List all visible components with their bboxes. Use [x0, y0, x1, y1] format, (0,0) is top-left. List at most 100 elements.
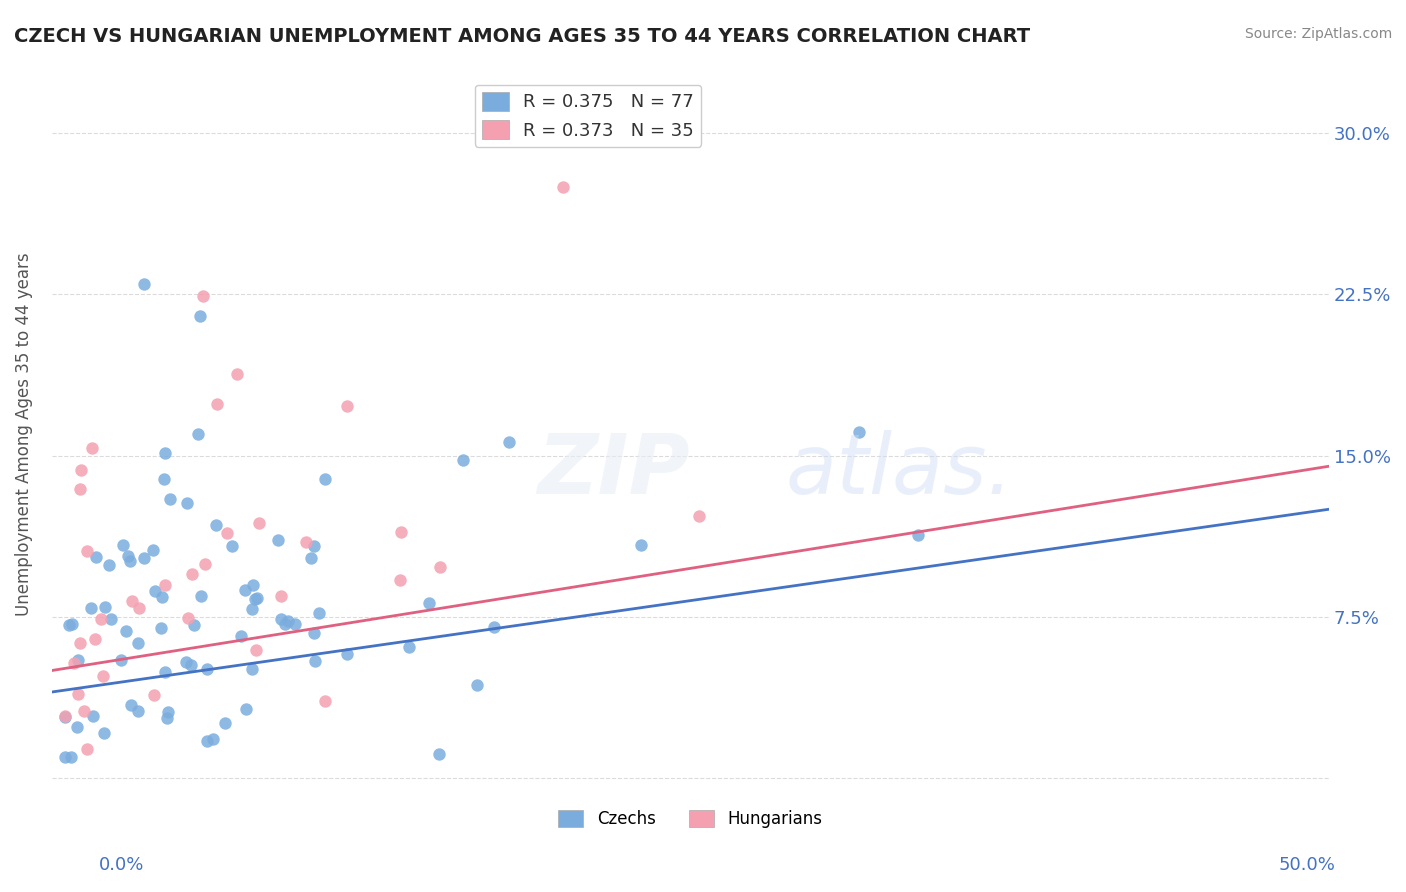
Point: [110, 653, 132, 667]
Point: [150, 590, 173, 604]
Point: [335, 647, 357, 661]
Point: [82, 708, 104, 723]
Point: [418, 596, 440, 610]
Point: [188, 309, 211, 323]
Point: [53, 709, 76, 723]
Point: [195, 662, 218, 676]
Point: [53, 749, 76, 764]
Point: [498, 435, 520, 450]
Text: CZECH VS HUNGARIAN UNEMPLOYMENT AMONG AGES 35 TO 44 YEARS CORRELATION CHART: CZECH VS HUNGARIAN UNEMPLOYMENT AMONG AG…: [14, 27, 1031, 45]
Point: [467, 678, 489, 692]
Point: [72, 704, 94, 718]
Point: [191, 289, 214, 303]
Point: [100, 612, 122, 626]
Point: [277, 615, 299, 629]
Point: [484, 620, 506, 634]
Point: [194, 557, 217, 571]
Point: [389, 525, 412, 540]
Point: [304, 539, 326, 553]
Point: [66, 653, 89, 667]
Point: [214, 715, 236, 730]
Point: [221, 539, 243, 553]
Point: [69, 463, 91, 477]
Point: [127, 635, 149, 649]
Point: [630, 538, 652, 552]
Point: [551, 179, 574, 194]
Point: [235, 701, 257, 715]
Point: [145, 583, 167, 598]
Legend: Czechs, Hungarians: Czechs, Hungarians: [551, 804, 830, 835]
Point: [336, 399, 359, 413]
Point: [76, 741, 98, 756]
Point: [274, 616, 297, 631]
Point: [907, 528, 929, 542]
Point: [226, 367, 249, 381]
Point: [295, 535, 318, 549]
Text: 0.0%: 0.0%: [98, 856, 143, 874]
Point: [195, 734, 218, 748]
Point: [242, 578, 264, 592]
Point: [156, 711, 179, 725]
Point: [97, 558, 120, 572]
Point: [207, 397, 229, 411]
Point: [240, 662, 263, 676]
Point: [80, 442, 103, 456]
Point: [308, 606, 330, 620]
Point: [83, 632, 105, 646]
Point: [302, 626, 325, 640]
Point: [66, 687, 89, 701]
Point: [120, 698, 142, 712]
Text: atlas.: atlas.: [786, 430, 1014, 511]
Point: [58, 617, 80, 632]
Point: [117, 549, 139, 563]
Point: [180, 657, 202, 672]
Y-axis label: Unemployment Among Ages 35 to 44 years: Unemployment Among Ages 35 to 44 years: [15, 252, 32, 615]
Point: [190, 589, 212, 603]
Point: [80, 601, 103, 615]
Text: 50.0%: 50.0%: [1279, 856, 1336, 874]
Point: [121, 594, 143, 608]
Point: [429, 560, 451, 574]
Point: [150, 621, 173, 635]
Point: [142, 542, 165, 557]
Point: [267, 533, 290, 548]
Point: [132, 550, 155, 565]
Point: [247, 516, 270, 530]
Point: [176, 496, 198, 510]
Point: [187, 427, 209, 442]
Point: [69, 636, 91, 650]
Point: [427, 747, 450, 761]
Point: [284, 617, 307, 632]
Point: [174, 655, 197, 669]
Point: [69, 483, 91, 497]
Point: [60, 616, 83, 631]
Point: [159, 492, 181, 507]
Point: [201, 731, 224, 746]
Point: [398, 640, 420, 654]
Point: [304, 654, 326, 668]
Point: [53, 710, 76, 724]
Point: [688, 509, 710, 524]
Point: [127, 704, 149, 718]
Point: [301, 551, 323, 566]
Point: [217, 526, 239, 541]
Point: [240, 601, 263, 615]
Point: [90, 612, 112, 626]
Point: [114, 624, 136, 638]
Point: [451, 452, 474, 467]
Point: [233, 582, 256, 597]
Point: [270, 590, 292, 604]
Point: [177, 610, 200, 624]
Point: [246, 591, 269, 605]
Point: [314, 472, 336, 486]
Point: [111, 538, 134, 552]
Point: [270, 612, 292, 626]
Point: [132, 277, 155, 291]
Point: [91, 669, 114, 683]
Point: [245, 591, 267, 606]
Point: [155, 446, 177, 460]
Point: [229, 629, 252, 643]
Point: [93, 726, 115, 740]
Point: [63, 657, 86, 671]
Point: [76, 544, 98, 558]
